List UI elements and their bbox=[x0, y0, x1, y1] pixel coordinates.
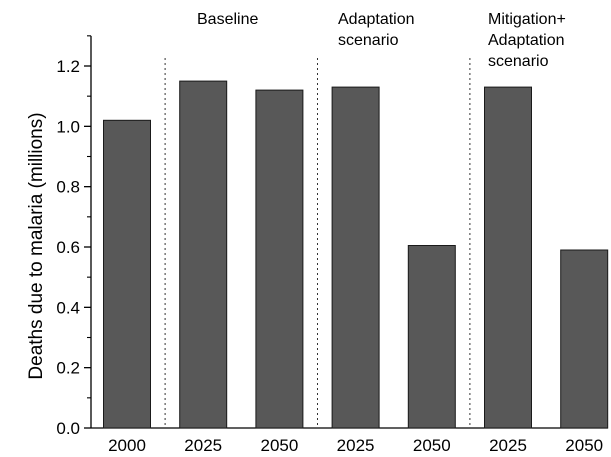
x-tick-label: 2025 bbox=[184, 436, 222, 455]
bar-0 bbox=[103, 119, 151, 429]
bar-1 bbox=[179, 80, 228, 429]
bar-4 bbox=[407, 245, 456, 429]
y-tick-label: 0.6 bbox=[56, 238, 80, 257]
y-tick-label: 0.4 bbox=[56, 298, 80, 317]
x-tick-label: 2025 bbox=[489, 436, 527, 455]
group-separators bbox=[164, 58, 471, 428]
group-label-line: Adaptation bbox=[488, 32, 565, 49]
y-tick-label: 0.0 bbox=[56, 419, 80, 438]
y-tick-label: 0.8 bbox=[56, 178, 80, 197]
y-tick-label: 1.2 bbox=[56, 57, 80, 76]
bar-6 bbox=[560, 249, 609, 429]
x-axis: 2000 2025 2050 2025 2050 2025 2050 bbox=[91, 427, 608, 455]
x-tick-label: 2000 bbox=[108, 436, 146, 455]
y-axis: 0.0 0.2 0.4 0.6 0.8 1.0 1.2 bbox=[56, 35, 92, 438]
x-tick-label: 2050 bbox=[413, 436, 451, 455]
bars bbox=[103, 80, 609, 429]
x-tick-label: 2050 bbox=[260, 436, 298, 455]
group-label-line: scenario bbox=[338, 32, 399, 49]
group-label-line: Baseline bbox=[197, 11, 258, 28]
y-tick-label: 1.0 bbox=[56, 117, 80, 136]
group-label-line: scenario bbox=[488, 53, 549, 70]
y-axis-title: Deaths due to malaria (millions) bbox=[26, 112, 47, 379]
x-tick-label: 2050 bbox=[565, 436, 603, 455]
bar-5 bbox=[484, 86, 532, 429]
bar-3 bbox=[331, 86, 380, 429]
group-label-line: Adaptation bbox=[338, 11, 415, 28]
bar-2 bbox=[255, 89, 304, 429]
y-tick-label: 0.2 bbox=[56, 359, 80, 378]
group-label-line: Mitigation+ bbox=[488, 11, 566, 28]
x-tick-label: 2025 bbox=[337, 436, 375, 455]
group-labels: Baseline Adaptation scenario Mitigation+ Ada… bbox=[197, 11, 566, 70]
